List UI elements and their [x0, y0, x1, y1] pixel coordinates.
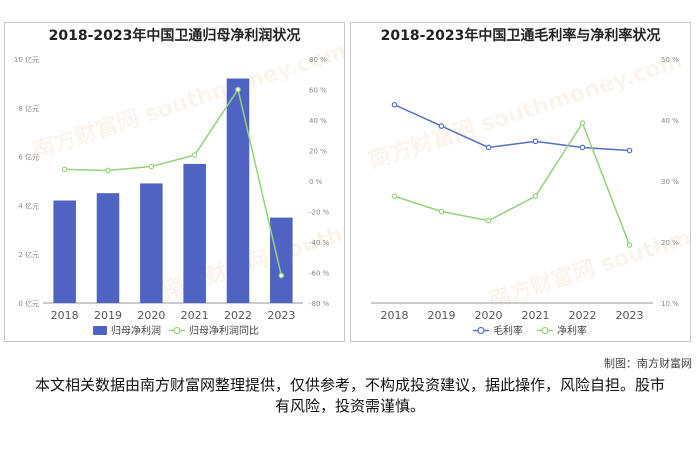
y-tick-label-right: 0 %	[309, 178, 323, 186]
series-line	[394, 104, 630, 152]
bar	[96, 193, 120, 303]
x-tick-label: 2023	[616, 309, 644, 322]
chart-credit: 制图：南方财富网	[604, 357, 692, 370]
legend-label: 归母净利润同比	[189, 324, 259, 337]
line-point	[485, 217, 492, 224]
x-tick-label: 2020	[475, 309, 503, 322]
legend-label: 归母净利润	[111, 324, 161, 337]
line-chart: 10 % 20 % 30 % 40 % 50 % 2018 2019 2020 2021 2022…	[371, 56, 679, 337]
chart-panel-margins: 南方财富网 southmoney.com 南方财富网 southmoney.co…	[350, 22, 691, 342]
x-tick-label: 2022	[569, 309, 597, 322]
line-point	[61, 166, 68, 173]
x-tick-label: 2020	[137, 309, 165, 322]
disclaimer-text: 本文相关数据由南方财富网整理提供，仅供参考，不构成投资建议，据此操作，风险自担。…	[34, 376, 665, 415]
x-tick-label: 2023	[267, 309, 295, 322]
legend-label: 毛利率	[493, 324, 523, 337]
legend-label: 净利率	[557, 324, 587, 337]
y-tick-label-right: 10 %	[661, 300, 679, 308]
y-tick-label-right: 20 %	[661, 239, 679, 247]
y-tick-label-right: 40 %	[309, 117, 327, 125]
y-tick-label-left: 0 亿元	[18, 299, 39, 308]
x-tick-label: 2021	[522, 309, 550, 322]
y-tick-label-right: -20 %	[309, 209, 330, 217]
y-tick-label-left: 10 亿元	[14, 55, 39, 64]
line-point	[579, 144, 586, 151]
y-tick-label-right: -60 %	[309, 270, 330, 278]
legend-swatch-point	[541, 326, 549, 335]
bar-line-chart: 0 亿元 2 亿元 4 亿元 6 亿元 8 亿元 10 亿元 -80 % -60 % -40 %…	[14, 55, 330, 337]
line-point	[485, 144, 492, 151]
line-point	[391, 193, 398, 200]
line-point	[438, 208, 445, 215]
bar	[140, 183, 163, 303]
line-point	[278, 272, 285, 279]
x-tick-label: 2019	[428, 309, 456, 322]
bar	[226, 78, 250, 303]
x-tick-label: 2022	[224, 309, 252, 322]
x-tick-label: 2018	[51, 309, 79, 322]
x-tick-label: 2021	[181, 309, 209, 322]
line-point	[532, 138, 539, 145]
y-tick-label-right: -40 %	[309, 239, 330, 247]
y-tick-label-right: 30 %	[661, 178, 679, 186]
line-point	[626, 147, 633, 154]
line-point	[105, 167, 111, 174]
y-tick-label-right: 40 %	[661, 117, 679, 125]
bar	[183, 163, 206, 303]
line-point	[532, 193, 539, 200]
x-tick-label: 2018	[381, 309, 409, 322]
legend-swatch-point	[173, 326, 181, 335]
chart-title: 2018-2023年中国卫通归母净利润状况	[48, 28, 301, 44]
line-point	[148, 163, 155, 170]
bar	[53, 200, 76, 303]
chart-title: 2018-2023年中国卫通毛利率与净利率状况	[380, 28, 661, 44]
legend-swatch-point	[477, 326, 485, 335]
line-point	[391, 101, 398, 108]
y-tick-label-left: 6 亿元	[18, 153, 39, 162]
line-point	[191, 152, 198, 158]
legend-swatch	[93, 326, 107, 335]
line-point	[438, 123, 445, 129]
series-line	[394, 121, 631, 246]
chart-panel-net-profit: 南方财富网 southmoney.com 南方财富网 southmoney.co…	[4, 22, 345, 342]
line-point	[235, 86, 241, 93]
y-tick-label-right: 80 %	[309, 56, 327, 64]
line-point	[579, 120, 586, 126]
y-tick-label-left: 4 亿元	[18, 201, 39, 210]
series-line	[64, 87, 283, 276]
bar	[270, 217, 293, 303]
y-tick-label-left: 2 亿元	[18, 250, 39, 259]
y-tick-label-right: 50 %	[661, 56, 679, 64]
y-tick-label-right: -80 %	[309, 300, 330, 308]
line-point	[626, 242, 633, 248]
y-tick-label-right: 20 %	[309, 148, 327, 156]
x-tick-label: 2019	[94, 309, 122, 322]
y-tick-label-right: 60 %	[309, 87, 327, 95]
y-tick-label-left: 8 亿元	[18, 104, 39, 113]
